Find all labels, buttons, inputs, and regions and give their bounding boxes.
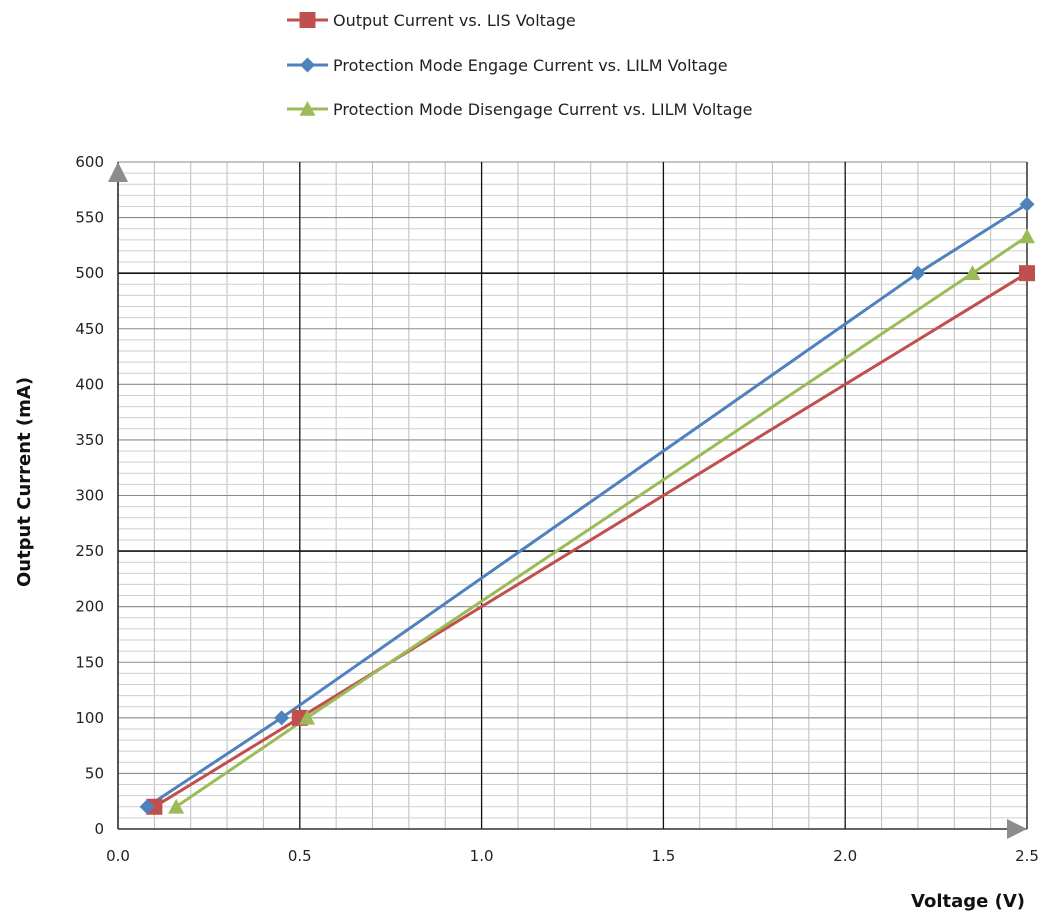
series-layer bbox=[139, 196, 1035, 815]
x-axis-arrow bbox=[1007, 819, 1027, 839]
data-point-triangle bbox=[1019, 228, 1035, 244]
y-tick-label: 0 bbox=[94, 820, 104, 838]
legend-item: Output Current vs. LIS Voltage bbox=[287, 11, 576, 30]
x-tick-label: 1.5 bbox=[651, 847, 675, 865]
y-tick-label: 400 bbox=[75, 375, 104, 393]
y-tick-label: 550 bbox=[75, 209, 104, 227]
data-point-triangle bbox=[168, 798, 185, 814]
legend-label: Protection Mode Disengage Current vs. LI… bbox=[333, 100, 752, 119]
x-tick-label: 0.0 bbox=[106, 847, 130, 865]
series-line bbox=[175, 235, 1028, 809]
data-point-triangle bbox=[299, 101, 316, 116]
y-tick-label: 100 bbox=[75, 709, 104, 727]
data-point-diamond bbox=[300, 57, 315, 73]
legend-item: Protection Mode Engage Current vs. LILM … bbox=[287, 56, 728, 75]
legend-item: Protection Mode Disengage Current vs. LI… bbox=[287, 100, 752, 119]
data-point-square bbox=[299, 12, 316, 28]
y-tick-label: 200 bbox=[75, 598, 104, 616]
data-point-diamond bbox=[1019, 196, 1035, 212]
legend-label: Protection Mode Engage Current vs. LILM … bbox=[333, 56, 728, 75]
tick-labels: 0 50 100 150 200 250 300 350 400 450 500 550 600 0.0 0… bbox=[75, 153, 1039, 865]
y-tick-label: 600 bbox=[75, 153, 104, 171]
y-tick-label: 250 bbox=[75, 542, 104, 560]
data-point-diamond bbox=[910, 265, 926, 281]
x-tick-label: 2.5 bbox=[1015, 847, 1039, 865]
legend: Output Current vs. LIS Voltage Protection… bbox=[287, 11, 752, 119]
y-tick-label: 50 bbox=[85, 764, 104, 782]
y-tick-label: 150 bbox=[75, 653, 104, 671]
data-point-diamond bbox=[274, 710, 290, 726]
x-tick-label: 1.0 bbox=[470, 847, 494, 865]
data-point-diamond bbox=[139, 799, 155, 815]
y-tick-label: 350 bbox=[75, 431, 104, 449]
legend-label: Output Current vs. LIS Voltage bbox=[333, 11, 576, 30]
data-point-square bbox=[1019, 265, 1035, 282]
x-tick-label: 2.0 bbox=[833, 847, 857, 865]
data-point-triangle bbox=[299, 709, 316, 725]
x-axis-title: Voltage (V) bbox=[911, 891, 1025, 911]
axes bbox=[108, 162, 1027, 839]
y-tick-label: 500 bbox=[75, 264, 104, 282]
x-tick-label: 0.5 bbox=[288, 847, 312, 865]
y-tick-label: 300 bbox=[75, 487, 104, 505]
y-axis-title: Output Current (mA) bbox=[14, 377, 35, 587]
y-tick-label: 450 bbox=[75, 320, 104, 338]
series-line bbox=[146, 202, 1028, 809]
data-point-triangle bbox=[964, 265, 981, 280]
y-axis-arrow bbox=[108, 162, 128, 182]
